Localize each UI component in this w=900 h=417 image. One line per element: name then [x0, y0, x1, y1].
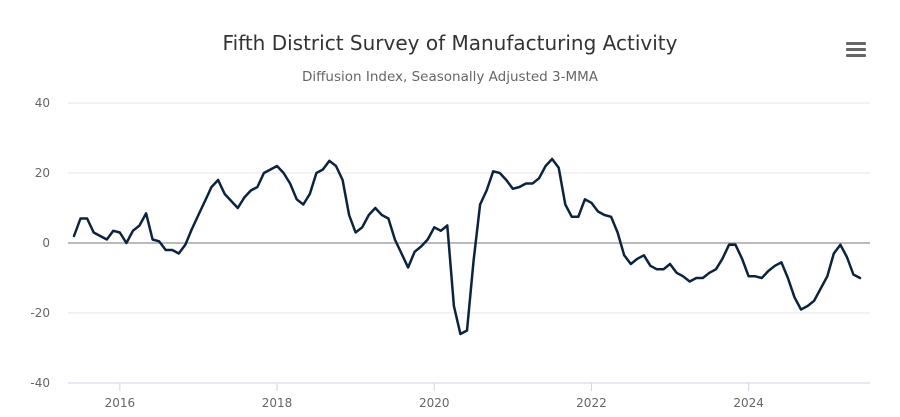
- y-tick-label: 0: [42, 236, 50, 250]
- y-tick-label: 20: [35, 166, 50, 180]
- y-tick-label: -40: [30, 376, 50, 390]
- x-tick-label: 2024: [733, 396, 764, 410]
- y-tick-label: -20: [30, 306, 50, 320]
- series-line: [72, 157, 862, 336]
- x-tick-label: 2020: [419, 396, 450, 410]
- y-axis: 40 20 0 -20 -40: [30, 96, 50, 390]
- chart-subtitle: Diffusion Index, Seasonally Adjusted 3-M…: [301, 69, 599, 85]
- chart-title: Fifth District Survey of Manufacturing A…: [222, 31, 678, 55]
- x-axis: 2016 2018 2020 2022 2024: [105, 383, 764, 410]
- y-tick-label: 40: [35, 96, 50, 110]
- x-tick-label: 2022: [576, 396, 607, 410]
- x-tick-label: 2018: [262, 396, 293, 410]
- series-layer: [72, 157, 862, 336]
- x-tick-label: 2016: [105, 396, 136, 410]
- gridlines: [68, 102, 870, 384]
- hamburger-menu-icon[interactable]: [842, 38, 870, 62]
